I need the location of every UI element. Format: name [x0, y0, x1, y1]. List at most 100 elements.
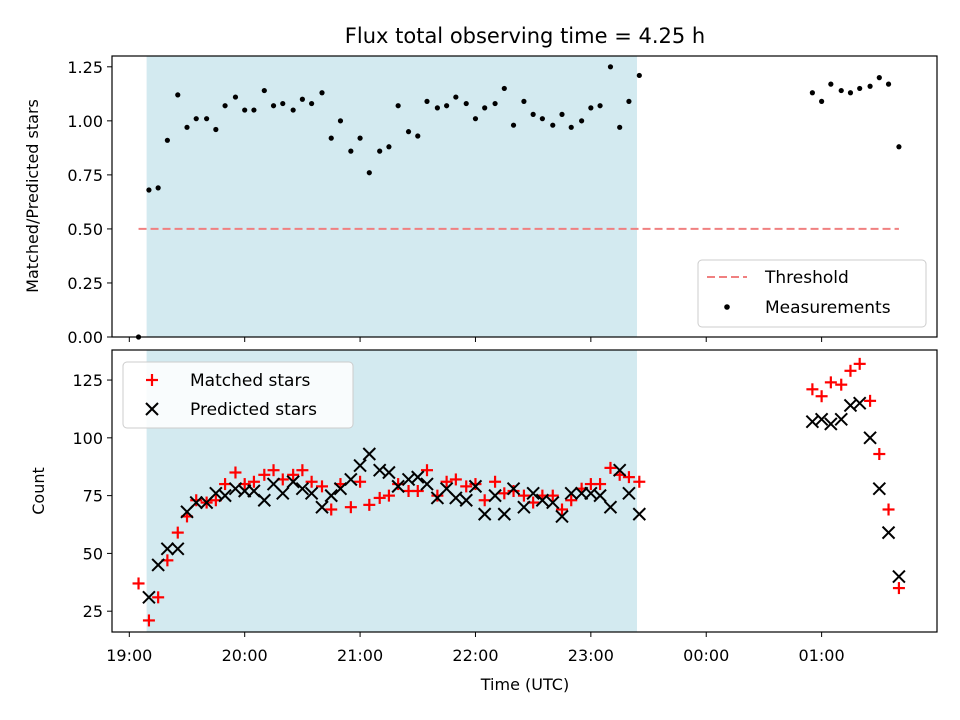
matched-star-point: [267, 464, 280, 477]
predicted-star-point: [881, 525, 896, 540]
measurement-point: [819, 98, 825, 104]
measurement-point: [146, 187, 152, 193]
measurement-point: [597, 103, 603, 109]
predicted-star-point: [295, 481, 310, 496]
measurement-point: [415, 133, 421, 139]
matched-star-point: [229, 466, 242, 479]
predicted-star-point: [843, 398, 858, 413]
predicted-star-point: [603, 500, 618, 514]
bottom-ytick-label: 75: [83, 487, 103, 506]
legend-predicted-label: Predicted stars: [190, 400, 317, 420]
measurement-point: [280, 100, 286, 107]
predicted-star-point: [142, 590, 156, 605]
predicted-star-point: [824, 417, 838, 431]
matched-star-point: [142, 614, 155, 627]
xtick-label: 01:00: [799, 646, 845, 665]
predicted-star-point: [449, 491, 463, 505]
bottom-ytick-label: 100: [72, 429, 103, 448]
matched-star-point: [594, 478, 607, 491]
matched-star-point: [469, 478, 482, 491]
matched-star-point: [132, 577, 145, 590]
measurement-point: [299, 96, 305, 102]
matched-star-point: [633, 475, 646, 488]
bottom-plot-frame: [111, 349, 938, 633]
predicted-star-point: [344, 472, 358, 487]
matched-star-point: [460, 480, 473, 493]
predicted-star-point: [555, 509, 569, 524]
predicted-star-point: [497, 507, 512, 521]
predicted-star-point: [632, 507, 647, 521]
matched-star-point: [864, 394, 877, 407]
matched-star-point: [517, 489, 530, 502]
predicted-star-point: [382, 465, 396, 480]
measurement-point: [588, 105, 594, 111]
xtick-label: 20:00: [222, 646, 268, 665]
bottom-panel: 25 50 75 100 125 19:00 20:00 21:00 22:00 23:00 00…: [29, 349, 938, 694]
measurement-point: [405, 129, 412, 135]
predicted-star-point: [852, 396, 867, 410]
predicted-star-point: [506, 481, 521, 496]
measurement-point: [617, 124, 623, 130]
predicted-star-point: [593, 488, 607, 503]
matched-star-point: [478, 494, 491, 507]
measurement-point: [222, 103, 228, 109]
measurement-point: [530, 111, 536, 117]
bottom-ytick-label: 25: [83, 602, 103, 621]
measurement-point: [213, 126, 219, 133]
predicted-star-point: [391, 479, 405, 494]
measurement-point: [607, 64, 614, 70]
matched-star-point: [835, 378, 848, 391]
predicted-star-point: [324, 488, 338, 503]
xtick-label: 23:00: [568, 646, 614, 665]
measurement-point: [444, 103, 450, 109]
measurement-point: [270, 103, 277, 109]
predicted-star-point: [863, 431, 877, 445]
matched-star-point: [421, 464, 433, 477]
predicted-star-point: [535, 493, 550, 507]
measurement-point: [204, 116, 210, 122]
measurement-point: [175, 92, 181, 98]
matched-star-point: [171, 526, 184, 539]
matched-star-point: [489, 475, 502, 488]
matched-star-point: [449, 473, 462, 486]
measurement-point: [337, 118, 344, 124]
predicted-star-point: [304, 486, 319, 501]
measurement-point: [184, 124, 190, 130]
matched-star-point: [247, 475, 260, 488]
predicted-star-point: [411, 470, 425, 484]
matched-star-point: [392, 478, 405, 491]
measurement-point: [193, 116, 199, 122]
matched-star-point: [882, 503, 895, 516]
measurement-point: [838, 87, 844, 94]
measurement-point: [164, 137, 170, 143]
measurement-point: [251, 107, 257, 113]
measurement-point: [847, 90, 854, 96]
bottom-ytick-label: 125: [72, 371, 103, 390]
measurement-point: [328, 135, 334, 141]
top-ytick-label: 0.50: [67, 220, 103, 239]
matched-star-point: [219, 478, 232, 491]
top-ytick-label: 0.25: [67, 274, 103, 293]
measurement-point: [463, 100, 469, 107]
predicted-star-point: [805, 414, 820, 429]
matched-star-point: [373, 491, 386, 504]
top-observing-window: [146, 56, 637, 337]
matched-star-point: [546, 489, 559, 502]
matched-star-point: [316, 480, 328, 493]
predicted-star-point: [564, 486, 578, 501]
predicted-star-point: [171, 542, 185, 556]
predicted-star-point: [315, 500, 329, 514]
predicted-star-point: [420, 477, 434, 491]
measurement-point: [559, 111, 565, 117]
xtick-label: 21:00: [337, 646, 383, 665]
predicted-star-point: [286, 475, 300, 489]
predicted-star-point: [189, 495, 203, 510]
measurement-point: [424, 98, 430, 104]
measurement-point: [395, 103, 401, 109]
measurement-point: [319, 90, 325, 96]
legend-threshold-label: Threshold: [764, 268, 849, 288]
matched-star-point: [604, 461, 617, 474]
legend-matched-label: Matched stars: [190, 371, 310, 391]
measurement-point: [896, 144, 902, 150]
